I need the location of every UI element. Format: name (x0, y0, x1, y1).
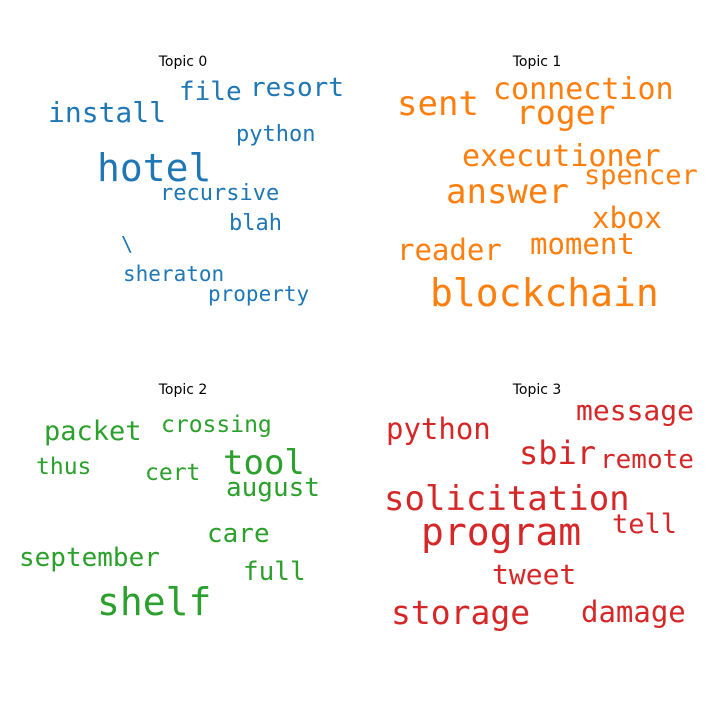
topic-1-word-sent: sent (397, 84, 479, 124)
topic-3-word-python: python (386, 412, 491, 446)
topic-0-word-property: property (208, 282, 309, 306)
topic-0-word-install: install (48, 96, 166, 129)
topic-3-word-tweet: tweet (492, 558, 576, 591)
topic-3-word-solicitation: solicitation (384, 479, 630, 519)
topic-1-word-reader: reader (397, 233, 502, 267)
topic-3-title: Topic 3 (512, 382, 562, 398)
topic-2-word-august: august (226, 473, 320, 503)
topic-0-word-recursive: recursive (160, 181, 279, 206)
topic-2-word-care: care (207, 519, 270, 549)
topic-0-word-hotel: hotel (97, 146, 211, 190)
topic-0-word-python: python (236, 122, 315, 147)
topic-0-panel: Topic 0 hotel install resort file python recu… (48, 54, 344, 306)
topic-0-word-blah: blah (229, 211, 282, 236)
topic-2-word-september: september (19, 543, 160, 573)
topic-2-word-shelf: shelf (97, 580, 211, 624)
topic-1-word-answer: answer (446, 172, 569, 212)
topic-1-word-spencer: spencer (584, 160, 698, 191)
topic-1-word-roger: roger (516, 93, 615, 132)
topic-1-word-executioner: executioner (462, 139, 661, 174)
topic-0-title: Topic 0 (158, 54, 208, 70)
topic-3-word-program: program (421, 510, 581, 554)
topic-2-word-crossing: crossing (161, 412, 272, 438)
topic-2-word-full: full (243, 557, 306, 587)
topic-3-word-message: message (576, 394, 694, 427)
topic-0-word-backslash: \ (121, 232, 133, 256)
topic-1-word-connection: connection (493, 72, 674, 107)
topic-2-word-thus: thus (36, 454, 91, 480)
topic-0-word-resort: resort (250, 73, 344, 103)
topic-2-word-cert: cert (145, 460, 200, 486)
topic-3-word-remote: remote (600, 445, 694, 475)
topic-1-word-blockchain: blockchain (430, 271, 659, 315)
topic-3-word-storage: storage (391, 593, 530, 632)
topic-2-title: Topic 2 (158, 382, 208, 398)
topic-0-word-file: file (179, 77, 242, 107)
topic-1-word-moment: moment (530, 227, 635, 261)
topic-3-word-tell: tell (612, 509, 677, 540)
topic-1-title: Topic 1 (512, 54, 562, 70)
topic-3-word-sbir: sbir (519, 434, 596, 472)
topic-2-panel: Topic 2 shelf tool packet september august ca… (19, 382, 320, 624)
topic-2-word-packet: packet (44, 416, 142, 447)
topic-1-word-xbox: xbox (592, 201, 662, 235)
topic-2-word-tool: tool (223, 443, 305, 483)
topic-1-panel: Topic 1 blockchain answer sent roger executi… (397, 54, 698, 315)
topic-0-word-sheraton: sheraton (123, 262, 224, 286)
topic-3-word-damage: damage (581, 595, 686, 629)
